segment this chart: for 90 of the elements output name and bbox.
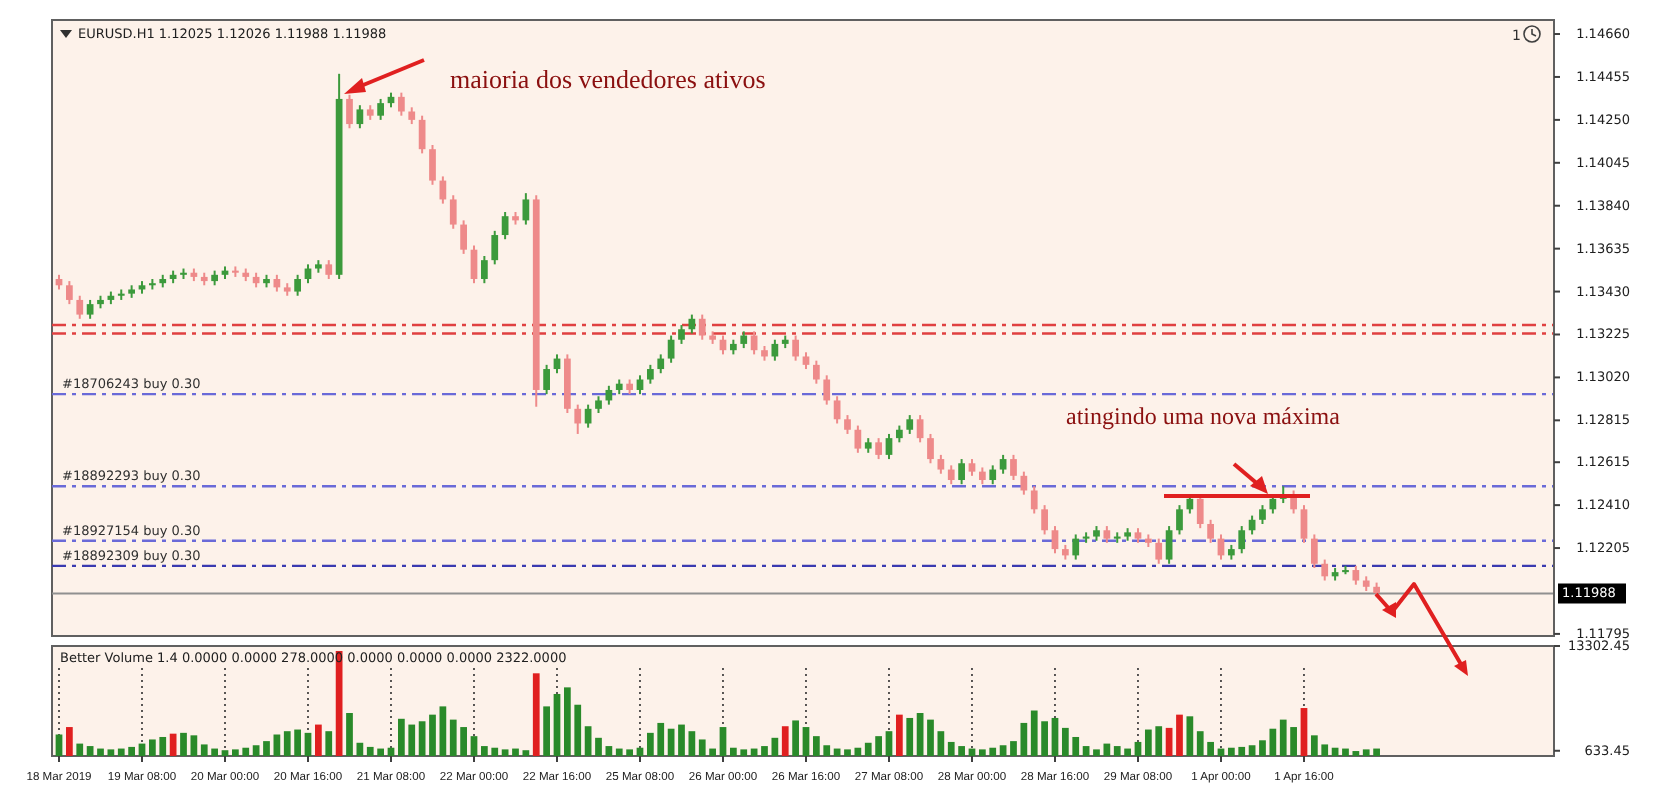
candlestick: [906, 414, 914, 435]
bar: [1082, 746, 1090, 756]
candlestick: [1259, 504, 1266, 525]
candlestick: [439, 175, 447, 205]
bar: [885, 731, 893, 756]
candlestick: [86, 298, 94, 320]
bar: [66, 727, 73, 756]
candlestick: [481, 254, 488, 285]
candlestick: [460, 219, 467, 255]
bar: [906, 717, 914, 756]
candlestick: [346, 93, 353, 130]
candlestick: [667, 334, 675, 364]
candlestick: [844, 414, 851, 435]
candlestick: [916, 414, 924, 444]
candlestick: [543, 363, 550, 396]
bar: [252, 745, 260, 756]
candlestick: [377, 97, 384, 121]
bar: [1248, 745, 1256, 756]
bar: [781, 726, 789, 756]
candlestick: [927, 432, 934, 465]
candlestick: [999, 453, 1007, 475]
bar: [543, 706, 550, 756]
candlestick: [833, 395, 841, 425]
bar: [1176, 714, 1183, 756]
bar: [263, 741, 270, 756]
candlestick: [1051, 525, 1059, 555]
bar: [501, 749, 509, 756]
candlestick: [356, 104, 364, 130]
candlestick: [885, 432, 893, 461]
candlestick: [325, 259, 333, 280]
candlestick: [1020, 470, 1028, 496]
candlestick: [522, 192, 530, 226]
candlestick: [574, 403, 582, 435]
candlestick: [76, 294, 84, 320]
candlestick: [429, 144, 436, 186]
candlestick: [491, 229, 499, 266]
candlestick: [989, 464, 997, 486]
bar: [86, 746, 94, 756]
candlestick: [1196, 493, 1204, 530]
candlestick: [1010, 453, 1017, 482]
bar: [107, 749, 115, 756]
bar: [584, 726, 592, 756]
candlestick: [678, 324, 685, 345]
candlestick: [771, 338, 779, 362]
bar: [1186, 716, 1194, 756]
candlestick: [1155, 537, 1163, 565]
bar: [221, 750, 229, 756]
candlestick: [1321, 558, 1329, 582]
annotation: atingindo uma nova máxima: [1066, 402, 1342, 430]
candlestick: [605, 384, 613, 406]
candlestick: [294, 273, 301, 297]
candlestick: [854, 424, 862, 454]
candlestick: [1300, 504, 1308, 544]
candlestick: [1041, 504, 1048, 536]
bar: [180, 732, 187, 756]
bar: [999, 745, 1007, 756]
candlestick: [1207, 518, 1214, 544]
candlestick: [1352, 564, 1360, 586]
candlestick: [1165, 525, 1173, 565]
bar: [315, 724, 322, 756]
bar: [97, 748, 104, 756]
candlestick: [66, 280, 73, 306]
candlestick: [646, 363, 654, 385]
candlestick: [688, 313, 696, 335]
candlestick: [812, 359, 820, 385]
bar: [418, 721, 426, 756]
candlestick: [937, 453, 945, 475]
candlestick: [958, 458, 965, 486]
candlestick: [657, 353, 665, 375]
candlestick: [875, 437, 882, 461]
candlestick: [398, 91, 405, 117]
candlestick: [947, 464, 955, 486]
bar: [325, 731, 333, 756]
bar: [532, 673, 540, 756]
bar: [792, 720, 799, 756]
candlestick: [1072, 533, 1080, 561]
bar: [76, 743, 84, 756]
candlestick: [1238, 525, 1246, 555]
candlestick: [823, 374, 831, 406]
candlestick: [792, 334, 799, 362]
bar: [470, 736, 478, 756]
bar: [190, 735, 198, 756]
candlestick: [1310, 533, 1318, 569]
candlestick: [1030, 485, 1038, 515]
annotation: maioria dos vendedores ativos: [450, 64, 766, 94]
candlestick: [501, 211, 509, 241]
candlestick: [1176, 504, 1183, 536]
bar: [895, 714, 903, 756]
candlestick: [449, 194, 457, 230]
candlestick: [698, 313, 706, 341]
